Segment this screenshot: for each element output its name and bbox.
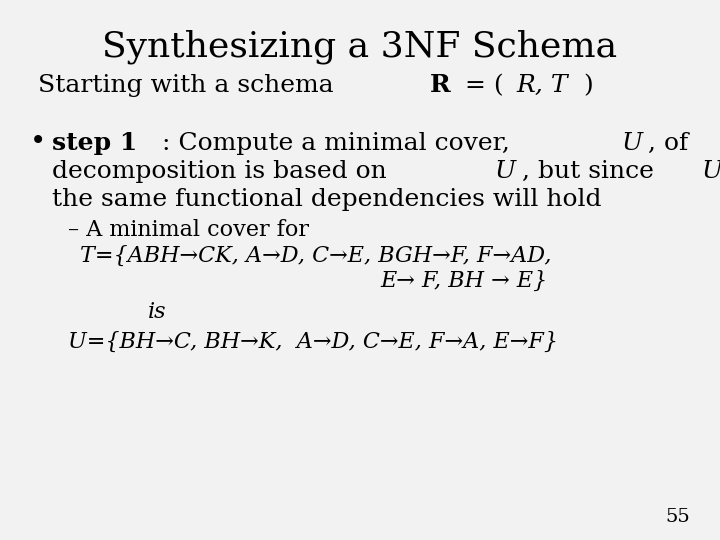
Text: , of: , of bbox=[649, 132, 705, 155]
Text: = (: = ( bbox=[456, 74, 503, 97]
Text: the same functional dependencies will hold: the same functional dependencies will ho… bbox=[52, 188, 601, 211]
Text: step 1: step 1 bbox=[52, 131, 138, 155]
Text: Synthesizing a 3NF Schema: Synthesizing a 3NF Schema bbox=[102, 30, 618, 64]
Text: R, T: R, T bbox=[517, 74, 568, 97]
Text: T={ABH→CK, A→D, C→E, BGH→F, F→AD,: T={ABH→CK, A→D, C→E, BGH→F, F→AD, bbox=[80, 245, 552, 267]
Text: •: • bbox=[30, 129, 46, 156]
Text: , but since: , but since bbox=[521, 160, 662, 183]
Text: – A minimal cover for: – A minimal cover for bbox=[68, 219, 309, 241]
Text: R: R bbox=[430, 73, 451, 97]
Text: ): ) bbox=[583, 74, 593, 97]
Text: U={BH→C, BH→K,  A→D, C→E, F→A, E→F}: U={BH→C, BH→K, A→D, C→E, F→A, E→F} bbox=[68, 331, 558, 353]
Text: U: U bbox=[621, 132, 642, 155]
Text: Starting with a schema: Starting with a schema bbox=[38, 74, 341, 97]
Text: : Compute a minimal cover,: : Compute a minimal cover, bbox=[162, 132, 518, 155]
Text: E→ F, BH → E}: E→ F, BH → E} bbox=[380, 270, 547, 292]
Text: U: U bbox=[494, 160, 516, 183]
Text: 55: 55 bbox=[665, 508, 690, 526]
Text: U: U bbox=[702, 160, 720, 183]
Text: is: is bbox=[148, 301, 166, 323]
Text: decomposition is based on: decomposition is based on bbox=[52, 160, 395, 183]
